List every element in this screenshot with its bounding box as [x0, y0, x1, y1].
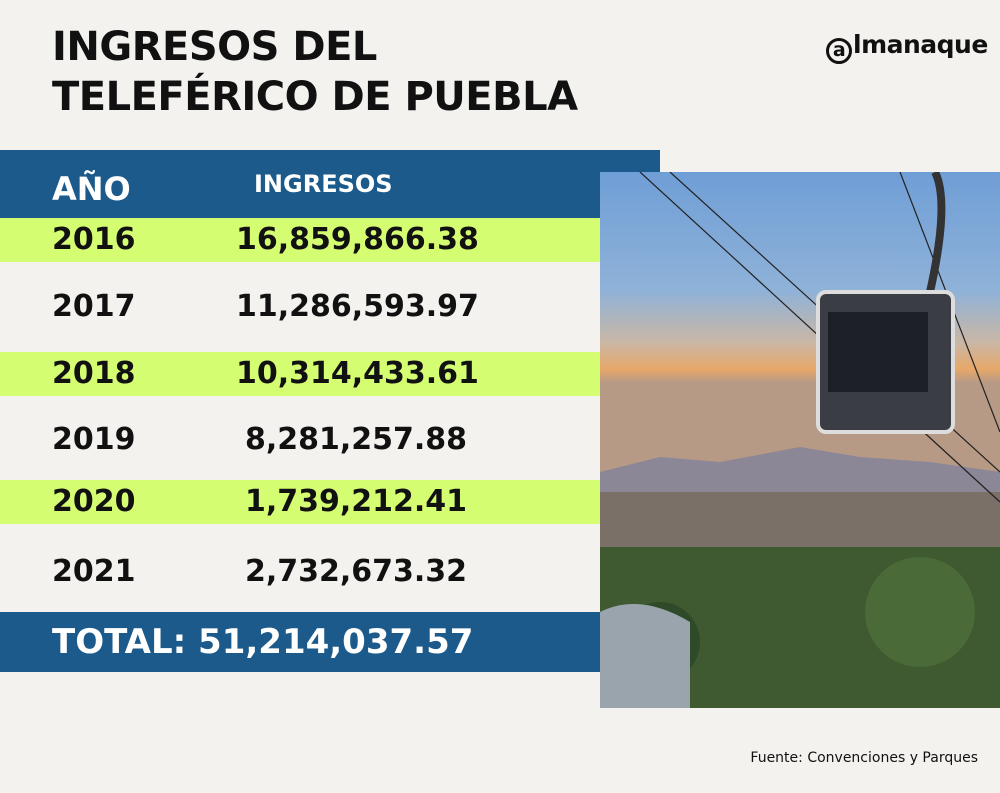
source-note: Fuente: Convenciones y Parques — [750, 750, 978, 766]
cable-car-photo — [600, 172, 1000, 708]
year-cell: 2021 — [52, 554, 136, 589]
table-row: 2020 1,739,212.41 — [0, 480, 600, 524]
table-header: AÑO INGRESOS — [0, 150, 660, 218]
income-cell: 10,314,433.61 — [236, 356, 479, 391]
total-value: TOTAL: 51,214,037.57 — [52, 622, 474, 662]
column-header-income: INGRESOS — [254, 170, 393, 198]
almanaque-logo: a lmanaque — [826, 30, 988, 64]
income-cell: 2,732,673.32 — [244, 554, 468, 589]
income-cell: 11,286,593.97 — [236, 289, 479, 324]
table-row: 2019 8,281,257.88 — [0, 418, 600, 462]
income-cell: 16,859,866.38 — [236, 222, 479, 257]
total-bar: TOTAL: 51,214,037.57 — [0, 612, 600, 672]
table-row: 2018 10,314,433.61 — [0, 352, 600, 396]
year-cell: 2020 — [52, 484, 136, 519]
year-cell: 2018 — [52, 356, 136, 391]
magnifier-a-icon: a — [826, 38, 852, 64]
title-line-1: INGRESOS DEL — [52, 24, 377, 70]
year-cell: 2017 — [52, 289, 136, 324]
table-row: 2016 16,859,866.38 — [0, 218, 600, 262]
year-cell: 2019 — [52, 422, 136, 457]
table-row: 2017 11,286,593.97 — [0, 285, 600, 329]
column-header-year: AÑO — [52, 170, 131, 208]
year-cell: 2016 — [52, 222, 136, 257]
table-row: 2021 2,732,673.32 — [0, 550, 600, 594]
title-line-2: TELEFÉRICO DE PUEBLA — [52, 74, 578, 120]
page-title: INGRESOS DEL TELEFÉRICO DE PUEBLA — [52, 22, 578, 122]
income-cell: 8,281,257.88 — [244, 422, 468, 457]
income-cell: 1,739,212.41 — [244, 484, 468, 519]
